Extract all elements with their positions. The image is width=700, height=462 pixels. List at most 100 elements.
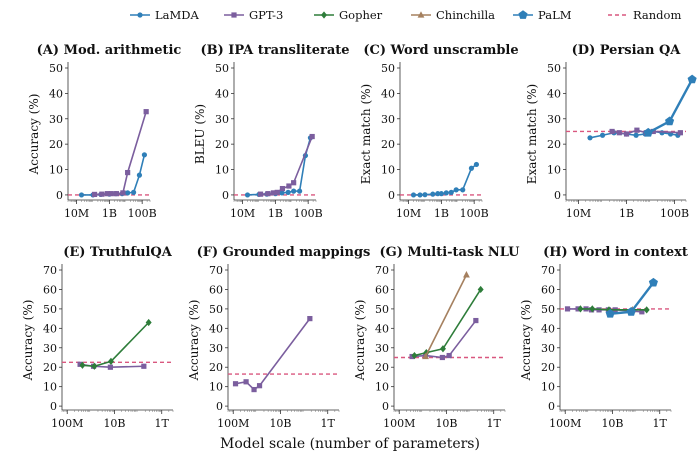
data-point: [244, 192, 251, 198]
x-tick-label: 1B: [619, 207, 634, 220]
data-point: [633, 132, 639, 138]
data-point: [91, 362, 98, 370]
legend-item-lamda: LaMDA: [130, 8, 199, 22]
y-tick-label: 70: [541, 264, 555, 277]
y-tick-label: 40: [215, 87, 229, 100]
x-tick-label: 100B: [128, 207, 157, 220]
y-axis-label: Accuracy (%): [21, 300, 35, 382]
legend-item-gopher: Gopher: [314, 8, 383, 22]
y-tick-label: 40: [541, 322, 555, 335]
series-gpt-3: [232, 316, 313, 393]
series-line: [413, 163, 477, 196]
y-tick-label: 20: [375, 361, 389, 374]
data-point: [473, 161, 480, 168]
data-point: [409, 353, 415, 360]
x-tick-label: 10B: [103, 417, 125, 430]
data-point: [136, 172, 143, 178]
y-tick-label: 30: [215, 113, 229, 126]
legend-item-chinchilla: Chinchilla: [411, 8, 495, 22]
y-tick-label: 0: [388, 189, 395, 202]
data-point: [309, 133, 315, 140]
data-point: [131, 189, 137, 195]
y-axis-label: Accuracy (%): [27, 94, 41, 176]
data-point: [286, 183, 292, 189]
data-point: [107, 364, 113, 370]
y-axis-label: BLEU (%): [193, 104, 207, 164]
series-gopher: [411, 285, 484, 360]
series-line: [235, 318, 311, 391]
legend-marker-lamda: [137, 12, 143, 18]
data-point: [291, 188, 297, 194]
y-tick-label: 10: [43, 381, 57, 394]
y-tick-label: 50: [43, 303, 57, 316]
chart-panel-6: (F) Grounded mappings Accuracy (%) 0 10 20 30…: [187, 245, 370, 430]
series-lamda: [78, 152, 148, 198]
x-tick-label: 100M: [51, 417, 83, 430]
data-point: [477, 285, 484, 294]
y-tick-label: 60: [541, 283, 555, 296]
legend-label: Chinchilla: [436, 8, 495, 22]
chart-panel-2: (B) IPA transliterate BLEU (%) 0 10 20 30 40 50…: [193, 43, 350, 220]
legend-label: Gopher: [339, 8, 383, 22]
data-point: [108, 191, 114, 197]
y-tick-label: 20: [381, 138, 395, 151]
legend-label: GPT-3: [249, 8, 283, 22]
y-tick-label: 50: [49, 62, 63, 75]
data-point: [79, 361, 86, 369]
x-tick-label: 100B: [294, 207, 323, 220]
chart-title: (F) Grounded mappings: [197, 245, 371, 260]
x-tick-label: 100M: [217, 417, 249, 430]
series-gpt-3: [91, 109, 149, 198]
y-tick-label: 0: [554, 189, 561, 202]
y-tick-label: 0: [222, 189, 229, 202]
data-point: [616, 130, 622, 136]
y-tick-label: 30: [381, 113, 395, 126]
data-point: [634, 127, 640, 133]
legend-marker-gpt-3: [231, 12, 237, 18]
y-axis-label: Accuracy (%): [353, 300, 367, 382]
data-point: [274, 189, 280, 195]
y-tick-label: 50: [209, 303, 223, 316]
x-tick-label: 100B: [460, 207, 489, 220]
y-tick-label: 30: [541, 342, 555, 355]
x-tick-label: 1T: [321, 417, 336, 430]
x-tick-label: 1B: [102, 207, 117, 220]
data-point: [650, 128, 656, 135]
data-point: [439, 354, 445, 361]
data-point: [599, 132, 606, 138]
data-point: [78, 192, 85, 198]
data-point: [448, 189, 454, 195]
series-line: [414, 289, 482, 357]
data-point: [435, 191, 441, 197]
chart-title: (H) Word in context: [543, 245, 688, 260]
chart-legend: LaMDA GPT-3 Gopher Chinchilla PaLM Random: [130, 8, 681, 22]
data-point: [285, 189, 291, 195]
data-point: [297, 188, 303, 194]
y-tick-label: 40: [375, 322, 389, 335]
legend-marker-palm: [518, 10, 528, 19]
series-line: [412, 320, 477, 359]
data-point: [279, 185, 286, 192]
data-point: [113, 191, 120, 197]
y-tick-label: 50: [215, 62, 229, 75]
y-tick-label: 30: [547, 113, 561, 126]
chart-panel-5: (E) TruthfulQA Accuracy (%) 0 10 20 30 40 50 60 7…: [21, 245, 174, 430]
y-tick-label: 50: [547, 62, 561, 75]
y-tick-label: 70: [209, 264, 223, 277]
data-point: [609, 128, 615, 135]
series-palm: [605, 277, 658, 318]
y-tick-label: 50: [541, 303, 555, 316]
data-point: [577, 305, 584, 313]
data-point: [463, 271, 470, 278]
data-point: [270, 190, 277, 196]
y-tick-label: 40: [381, 87, 395, 100]
y-tick-label: 10: [49, 164, 63, 177]
y-tick-label: 40: [43, 322, 57, 335]
series-line: [81, 154, 146, 196]
data-point: [626, 307, 636, 316]
x-tick-label: 1T: [653, 417, 668, 430]
legend-label: PaLM: [538, 8, 572, 22]
series-line: [94, 111, 147, 196]
data-point: [125, 190, 131, 196]
